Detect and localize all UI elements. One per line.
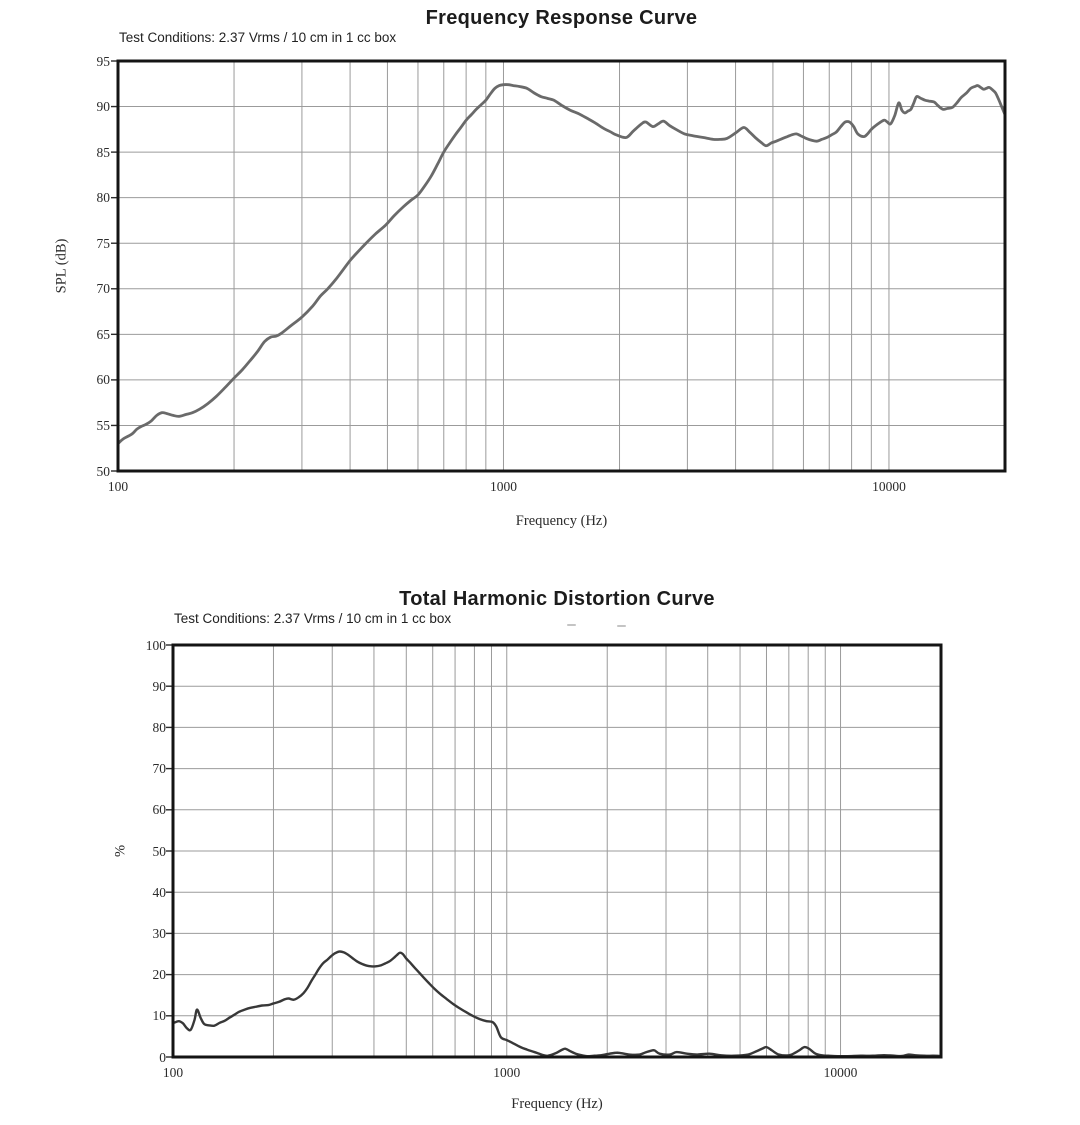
fr-y-axis-label: SPL (dB) (53, 238, 70, 294)
y-tick-label: 85 (96, 144, 111, 160)
fr-x-axis-label: Frequency (Hz) (515, 513, 608, 529)
y-tick-label: 30 (152, 925, 167, 941)
y-tick-label: 65 (96, 326, 111, 342)
plot-border (116, 59, 1007, 473)
x-tick-label: 1000 (493, 1065, 521, 1080)
x-tick-label: 100 (107, 479, 129, 494)
y-tick-label: 20 (152, 967, 167, 983)
x-tick-label: 10000 (823, 1065, 858, 1080)
thd-chart-title: Total Harmonic Distortion Curve (399, 588, 715, 610)
total-harmonic-distortion-curve (172, 950, 942, 1058)
y-tick-label: 70 (152, 761, 167, 777)
y-tick-label: 50 (152, 843, 167, 859)
y-tick-label: 50 (96, 463, 111, 479)
x-tick-label: 1000 (489, 479, 517, 494)
y-tick-label: 100 (145, 637, 166, 653)
y-tick-label: 40 (152, 884, 167, 900)
frequency-response-curve (117, 83, 1006, 446)
x-tick-label: 10000 (872, 479, 906, 494)
y-tick-label: 90 (152, 678, 167, 694)
y-tick-label: 60 (152, 802, 167, 818)
y-tick-label: 95 (96, 53, 111, 69)
smudge-mark (567, 624, 576, 626)
fr-chart-subtitle: Test Conditions: 2.37 Vrms / 10 cm in 1 … (119, 30, 397, 45)
y-tick-label: 70 (96, 281, 111, 297)
total-harmonic-distortion-plot (166, 643, 943, 1059)
y-tick-label: 60 (96, 372, 111, 388)
thd-x-axis-label: Frequency (Hz) (511, 1096, 603, 1112)
y-tick-label: 80 (96, 190, 111, 206)
y-tick-label: 10 (152, 1008, 167, 1024)
fr-chart-title: Frequency Response Curve (425, 7, 698, 29)
y-tick-label: 55 (96, 417, 111, 433)
smudge-mark (617, 625, 626, 627)
plot-border (171, 643, 943, 1059)
thd-chart-subtitle: Test Conditions: 2.37 Vrms / 10 cm in 1 … (174, 611, 452, 626)
y-tick-label: 90 (96, 99, 111, 115)
y-tick-label: 80 (152, 719, 167, 735)
y-tick-label: 75 (96, 235, 111, 251)
x-tick-label: 100 (162, 1065, 184, 1080)
y-tick-label: 0 (159, 1049, 166, 1065)
frequency-response-plot (111, 59, 1007, 473)
